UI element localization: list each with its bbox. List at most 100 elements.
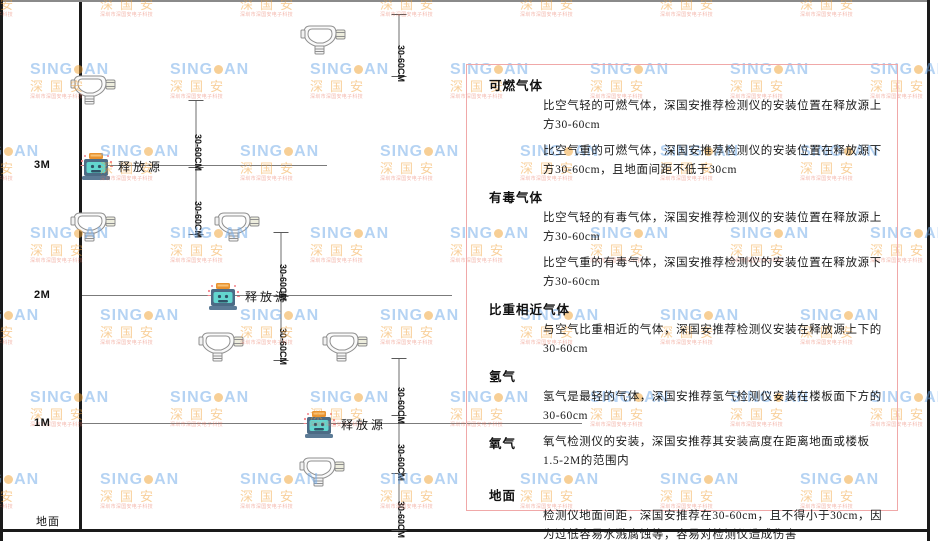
frame-border-left bbox=[0, 0, 3, 541]
watermark-subtitle: 深圳市深国安电子科技 bbox=[0, 176, 14, 182]
watermark-brand-cn: 深国安 bbox=[30, 243, 91, 258]
watermark-subtitle: 深圳市深国安电子科技 bbox=[0, 12, 14, 18]
release-source-icon bbox=[207, 282, 241, 312]
ruler-tick bbox=[188, 234, 204, 235]
vertical-height-axis bbox=[79, 2, 82, 530]
frame-border-top bbox=[0, 0, 930, 2]
watermark-brand-cn: 深国安 bbox=[170, 407, 231, 422]
watermark-dot-icon bbox=[424, 311, 434, 321]
release-source-label: 释放源 bbox=[341, 418, 387, 432]
guideline-section-text: 氧气检测仪的安装，深国安推荐其安装高度在距离地面或楼板1.5-2M的范围内 bbox=[543, 436, 870, 467]
dimension-ruler: 30-60CM 30-60CM 30-60CM bbox=[389, 358, 409, 538]
dimension-label: 30-60CM bbox=[193, 133, 203, 171]
gas-detector-icon bbox=[297, 450, 349, 490]
watermark-dot-icon bbox=[914, 393, 924, 403]
watermark-subtitle: 深圳市深国安电子科技 bbox=[0, 504, 14, 510]
gas-detector-icon bbox=[298, 18, 350, 58]
watermark-dot-icon bbox=[354, 229, 364, 239]
release-source-icon bbox=[303, 410, 337, 440]
watermark-dot-icon bbox=[284, 147, 294, 157]
watermark-dot-icon bbox=[4, 147, 14, 157]
release-source-label: 释放源 bbox=[245, 290, 291, 304]
guideline-section-heading: 可燃气体 bbox=[489, 79, 544, 93]
guideline-section-heading: 氧气 bbox=[489, 437, 517, 451]
ruler-tick bbox=[391, 14, 407, 15]
watermark-subtitle: 深圳市深国安电子科技 bbox=[0, 340, 14, 346]
ruler-stem bbox=[398, 358, 400, 530]
watermark-subtitle: 深圳市深国安电子科技 bbox=[310, 94, 364, 100]
watermark-subtitle: 深圳市深国安电子科技 bbox=[30, 258, 84, 264]
ruler-tick bbox=[391, 415, 407, 417]
watermark-brand-cn: 深国安 bbox=[310, 243, 371, 258]
dimension-label: 30-60CM bbox=[396, 45, 406, 83]
watermark-brand-cn: 深国安 bbox=[100, 489, 161, 504]
dimension-label: 30-60CM bbox=[278, 328, 288, 366]
dimension-ruler: 30-60CM bbox=[389, 14, 409, 82]
watermark-dot-icon bbox=[144, 311, 154, 321]
watermark-dot-icon bbox=[914, 229, 924, 239]
dimension-ruler: 30-60CM 30-60CM bbox=[186, 100, 206, 238]
release-source-label: 释放源 bbox=[118, 160, 164, 174]
watermark-subtitle: 深圳市深国安电子科技 bbox=[520, 12, 574, 18]
watermark-dot-icon bbox=[214, 65, 224, 75]
watermark-subtitle: 深圳市深国安电子科技 bbox=[800, 12, 854, 18]
watermark-brand-cn: 深国安 bbox=[170, 79, 231, 94]
dimension-ruler: 30-60CM 30-60CM bbox=[271, 232, 291, 365]
watermark-dot-icon bbox=[424, 475, 434, 485]
watermark-dot-icon bbox=[284, 475, 294, 485]
gas-detector-icon bbox=[68, 68, 120, 108]
watermark-dot-icon bbox=[424, 147, 434, 157]
installation-guidelines-panel: 可燃气体比空气轻的可燃气体，深国安推荐检测仪的安装位置在释放源上方30-60cm… bbox=[466, 64, 898, 541]
guideline-section-text: 比空气重的可燃气体，深国安推荐检测仪的安装位置在释放源下方30-60cm，且地面… bbox=[543, 145, 882, 176]
guideline-section-text: 比空气轻的可燃气体，深国安推荐检测仪的安装位置在释放源上方30-60cm bbox=[543, 100, 882, 131]
guideline-section-text: 比空气轻的有毒气体，深国安推荐检测仪的安装位置在释放源上方30-60cm bbox=[543, 212, 882, 243]
watermark-dot-icon bbox=[354, 65, 364, 75]
watermark-subtitle: 深圳市深国安电子科技 bbox=[310, 258, 364, 264]
height-level-line-1m bbox=[82, 423, 582, 424]
dimension-label: 30-60CM bbox=[396, 444, 406, 482]
guideline-section-text: 与空气比重相近的气体，深国安推荐检测仪安装在释放源上下的30-60cm bbox=[543, 324, 882, 355]
guideline-section-heading: 有毒气体 bbox=[489, 191, 544, 205]
watermark-subtitle: 深圳市深国安电子科技 bbox=[240, 504, 294, 510]
ruler-tick bbox=[273, 296, 289, 297]
gas-detector-icon bbox=[212, 205, 264, 245]
gas-detector-icon bbox=[320, 325, 372, 365]
watermark-dot-icon bbox=[214, 393, 224, 403]
guideline-section-heading: 比重相近气体 bbox=[489, 303, 571, 317]
ruler-tick bbox=[391, 530, 407, 531]
guideline-section-text-ground: 检测仪地面间距，深国安推荐在30-60cm，且不得小于30cm，因为过低容易水溅… bbox=[543, 510, 883, 541]
frame-border-bottom bbox=[0, 529, 930, 532]
guideline-section-text: 比空气重的有毒气体，深国安推荐检测仪的安装位置在释放源下方30-60cm bbox=[543, 257, 882, 288]
watermark-dot-icon bbox=[354, 393, 364, 403]
watermark-subtitle: 深圳市深国安电子科技 bbox=[240, 176, 294, 182]
ruler-tick bbox=[188, 100, 204, 101]
dimension-label: 30-60CM bbox=[396, 386, 406, 424]
height-level-line-3m bbox=[82, 165, 327, 166]
ground-label: 地面 bbox=[36, 516, 60, 528]
ruler-tick bbox=[391, 472, 407, 474]
guideline-inline-section: 氧气 氧气检测仪的安装，深国安推荐其安装高度在距离地面或楼板1.5-2M的范围内 bbox=[481, 433, 883, 471]
watermark-subtitle: 深圳市深国安电子科技 bbox=[660, 12, 714, 18]
ruler-tick bbox=[188, 167, 204, 168]
dimension-label: 30-60CM bbox=[193, 200, 203, 238]
ruler-stem bbox=[398, 14, 400, 76]
watermark-brand-cn: 深国安 bbox=[0, 325, 21, 340]
